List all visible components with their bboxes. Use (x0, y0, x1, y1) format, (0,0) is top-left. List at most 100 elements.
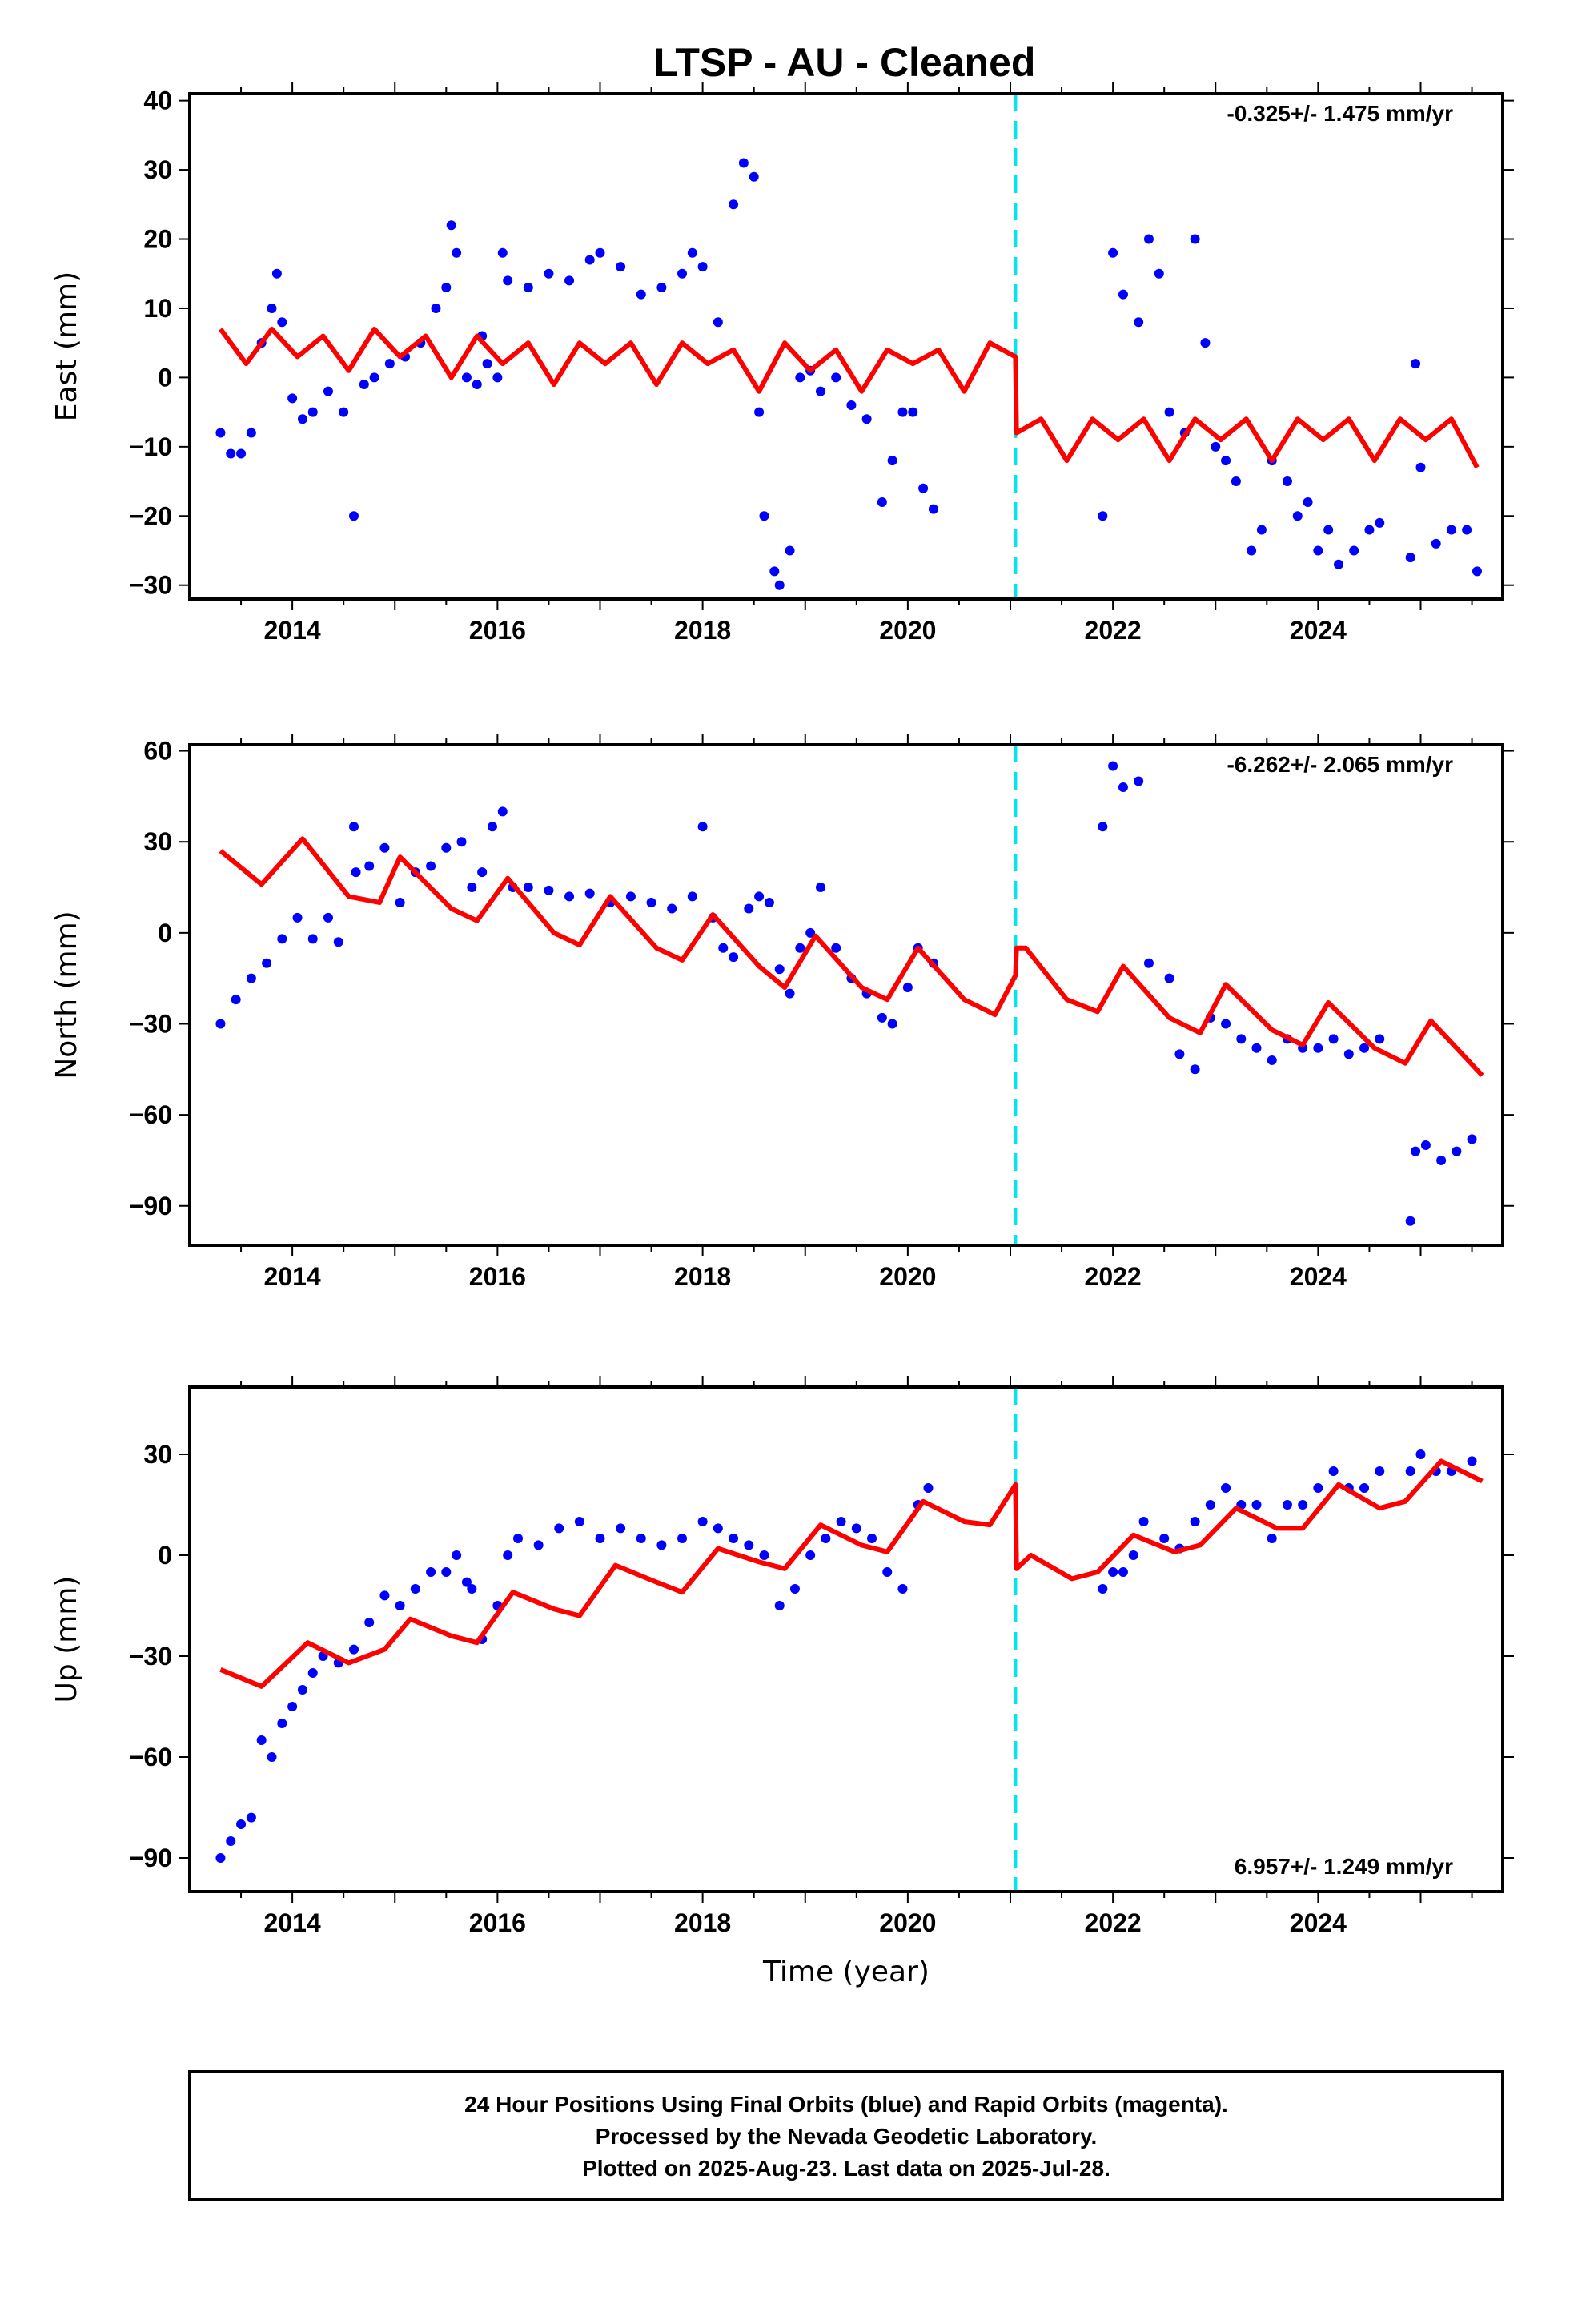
position-point (1359, 1483, 1370, 1493)
position-point (271, 268, 282, 279)
position-point (1200, 338, 1211, 348)
y-tick-label: −60 (129, 1100, 172, 1129)
position-point (323, 386, 333, 396)
position-point (364, 861, 375, 871)
position-point (713, 1523, 723, 1534)
position-point (523, 283, 533, 293)
position-point (323, 912, 333, 923)
x-tick-label: 2018 (674, 1908, 731, 1937)
data-layer (215, 158, 1482, 590)
position-point (513, 1534, 523, 1543)
y-axis-label: East (mm) (50, 271, 83, 421)
position-point (384, 359, 395, 369)
data-layer (215, 761, 1484, 1226)
position-point (1205, 1500, 1215, 1510)
position-point (1221, 1019, 1231, 1029)
position-point (923, 1483, 934, 1493)
position-point (297, 1685, 307, 1695)
position-point (1098, 1584, 1108, 1594)
panel-frame (188, 92, 1504, 601)
position-point (1375, 1466, 1385, 1476)
position-point (774, 964, 785, 975)
y-tick-label: −90 (129, 1192, 172, 1220)
footer-line-3: Plotted on 2025-Aug-23. Last data on 202… (582, 2156, 1110, 2181)
position-point (1267, 1055, 1277, 1065)
position-point (729, 1534, 739, 1543)
position-point (1190, 1517, 1200, 1526)
position-point (267, 1752, 277, 1762)
position-point (584, 888, 595, 899)
position-point (616, 1523, 626, 1534)
position-point (831, 943, 841, 953)
position-point (472, 380, 482, 390)
y-tick-label: −30 (129, 571, 172, 600)
position-point (441, 283, 452, 293)
position-point (616, 262, 626, 272)
position-point (821, 1534, 831, 1543)
position-point (687, 891, 697, 902)
position-point (1108, 1567, 1118, 1577)
position-point (1236, 1034, 1247, 1044)
position-point (349, 1644, 359, 1655)
x-tick-label: 2024 (1290, 1908, 1347, 1937)
position-point (426, 1567, 436, 1577)
position-point (795, 372, 805, 383)
position-point (1154, 268, 1164, 279)
position-point (1128, 1550, 1138, 1560)
y-tick-label: 0 (158, 1541, 172, 1570)
position-point (441, 842, 452, 853)
position-point (754, 407, 765, 417)
position-point (246, 428, 256, 438)
position-point (1098, 822, 1108, 832)
position-point (359, 380, 369, 390)
position-point (1256, 525, 1267, 535)
position-point (277, 317, 287, 328)
position-point (625, 891, 636, 902)
position-point (584, 255, 595, 265)
position-point (646, 897, 656, 907)
position-point (1118, 289, 1128, 300)
position-point (226, 1836, 236, 1846)
x-axis-label: Time (year) (762, 1956, 930, 1988)
position-point (1364, 525, 1375, 535)
position-point (461, 372, 472, 383)
position-point (846, 400, 857, 410)
position-point (697, 1517, 708, 1526)
position-point (1303, 497, 1313, 507)
position-point (908, 407, 918, 417)
position-point (1323, 525, 1334, 535)
position-point (456, 837, 467, 847)
position-point (877, 1012, 887, 1023)
position-point (815, 883, 825, 893)
position-point (1472, 566, 1482, 577)
position-point (1411, 359, 1421, 369)
position-point (902, 983, 913, 993)
position-point (789, 1584, 800, 1594)
x-tick-label: 2016 (469, 1908, 526, 1937)
position-point (544, 885, 554, 895)
position-point (1405, 553, 1415, 563)
position-point (446, 220, 456, 231)
position-point (697, 822, 708, 832)
position-point (461, 1577, 472, 1587)
position-point (503, 275, 513, 286)
x-tick-label: 2014 (264, 616, 321, 645)
position-point (918, 483, 929, 493)
position-point (426, 861, 436, 871)
position-point (1134, 776, 1144, 786)
position-point (713, 317, 723, 328)
position-point (697, 262, 708, 272)
position-point (1462, 525, 1472, 535)
position-point (1359, 1043, 1370, 1053)
position-point (887, 1019, 897, 1029)
model-fit-line (219, 1458, 1484, 1689)
position-point (277, 1719, 287, 1728)
position-point (836, 1517, 846, 1526)
x-tick-label: 2014 (264, 1262, 321, 1291)
position-point (267, 303, 277, 313)
position-point (477, 867, 488, 878)
position-point (882, 1567, 893, 1577)
position-point (467, 1584, 477, 1594)
position-point (1231, 476, 1241, 487)
y-tick-label: −30 (129, 1009, 172, 1038)
